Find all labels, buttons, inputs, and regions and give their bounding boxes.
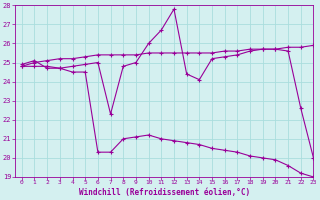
- X-axis label: Windchill (Refroidissement éolien,°C): Windchill (Refroidissement éolien,°C): [79, 188, 250, 197]
